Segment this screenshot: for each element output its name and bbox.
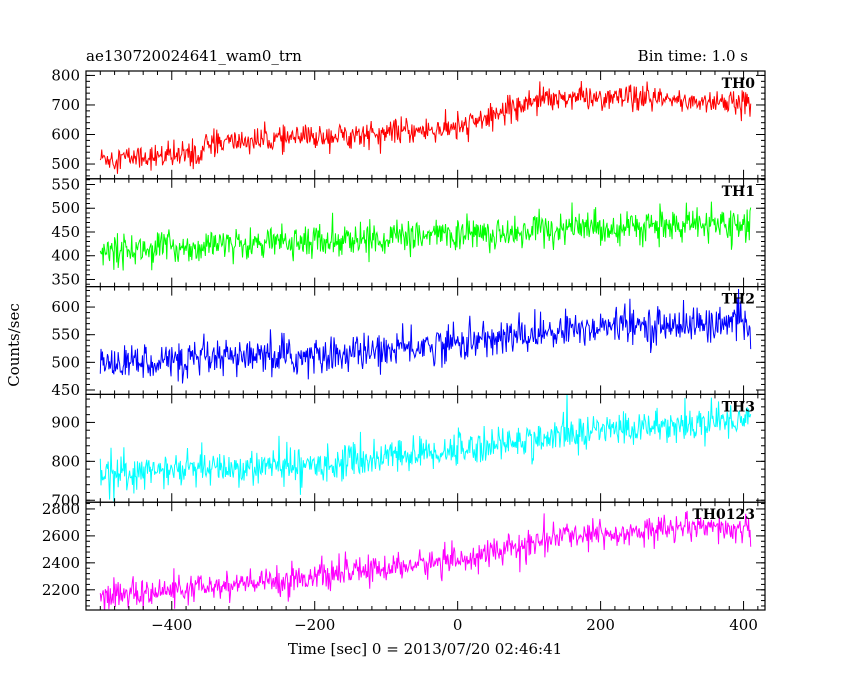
panel-label-th2: TH2 (722, 292, 755, 308)
panel-th1: 350 400 450 500 550 TH1 (51, 175, 766, 288)
x-axis-label: Time [sec] 0 = 2013/07/20 02:46:41 (288, 640, 562, 658)
y-tick-label: 800 (51, 452, 80, 470)
panel-th3: 700 800 900 TH3 (51, 393, 766, 509)
y-tick-label: 500 (51, 353, 80, 371)
y-axis-label: Counts/sec (5, 303, 23, 387)
panel-label-th3: TH3 (722, 399, 755, 415)
header-right-bin-time: Bin time: 1.0 s (638, 47, 748, 65)
x-tick-label: −400 (151, 616, 192, 634)
panel-frame-th0123 (85, 501, 766, 611)
y-tick-label: 2600 (42, 527, 80, 545)
series-line-th3 (99, 394, 752, 502)
x-tick-label: −200 (294, 616, 335, 634)
y-tick-label: 550 (51, 326, 80, 344)
y-tick-label: 900 (51, 413, 80, 431)
y-tick-label: 550 (51, 175, 80, 193)
y-tick-label: 500 (51, 155, 80, 173)
series-line-th1 (99, 201, 752, 271)
panel-th2: 450 500 550 600 TH2 (51, 286, 766, 399)
panel-label-th1: TH1 (722, 184, 755, 200)
y-tick-label: 2400 (42, 554, 80, 572)
y-tick-label: 2200 (42, 581, 80, 599)
series-line-th0 (99, 80, 752, 174)
y-tick-label: 700 (51, 96, 80, 114)
panel-th0: 500 600 700 800 TH0 (51, 66, 766, 180)
y-tick-label: 800 (51, 66, 80, 84)
header-left-title: ae130720024641_wam0_trn (86, 47, 302, 65)
y-tick-label: 450 (51, 223, 80, 241)
y-tick-label: 400 (51, 247, 80, 265)
x-tick-label: 0 (453, 616, 463, 634)
y-tick-label: 600 (51, 125, 80, 143)
y-tick-label: 350 (51, 270, 80, 288)
series-line-th0123 (99, 510, 752, 611)
y-tick-label: 450 (51, 381, 80, 399)
x-tick-label: 400 (729, 616, 758, 634)
panel-th0123: 2200 2400 2600 2800 TH0123 (42, 500, 766, 611)
series-line-th2 (99, 288, 752, 384)
x-tick-label: 200 (586, 616, 615, 634)
y-tick-label: 700 (51, 491, 80, 509)
panel-label-th0123: TH0123 (692, 507, 755, 523)
y-tick-label: 500 (51, 199, 80, 217)
y-tick-label: 2800 (42, 500, 80, 518)
panel-label-th0: TH0 (722, 76, 756, 92)
y-tick-label: 600 (51, 298, 80, 316)
